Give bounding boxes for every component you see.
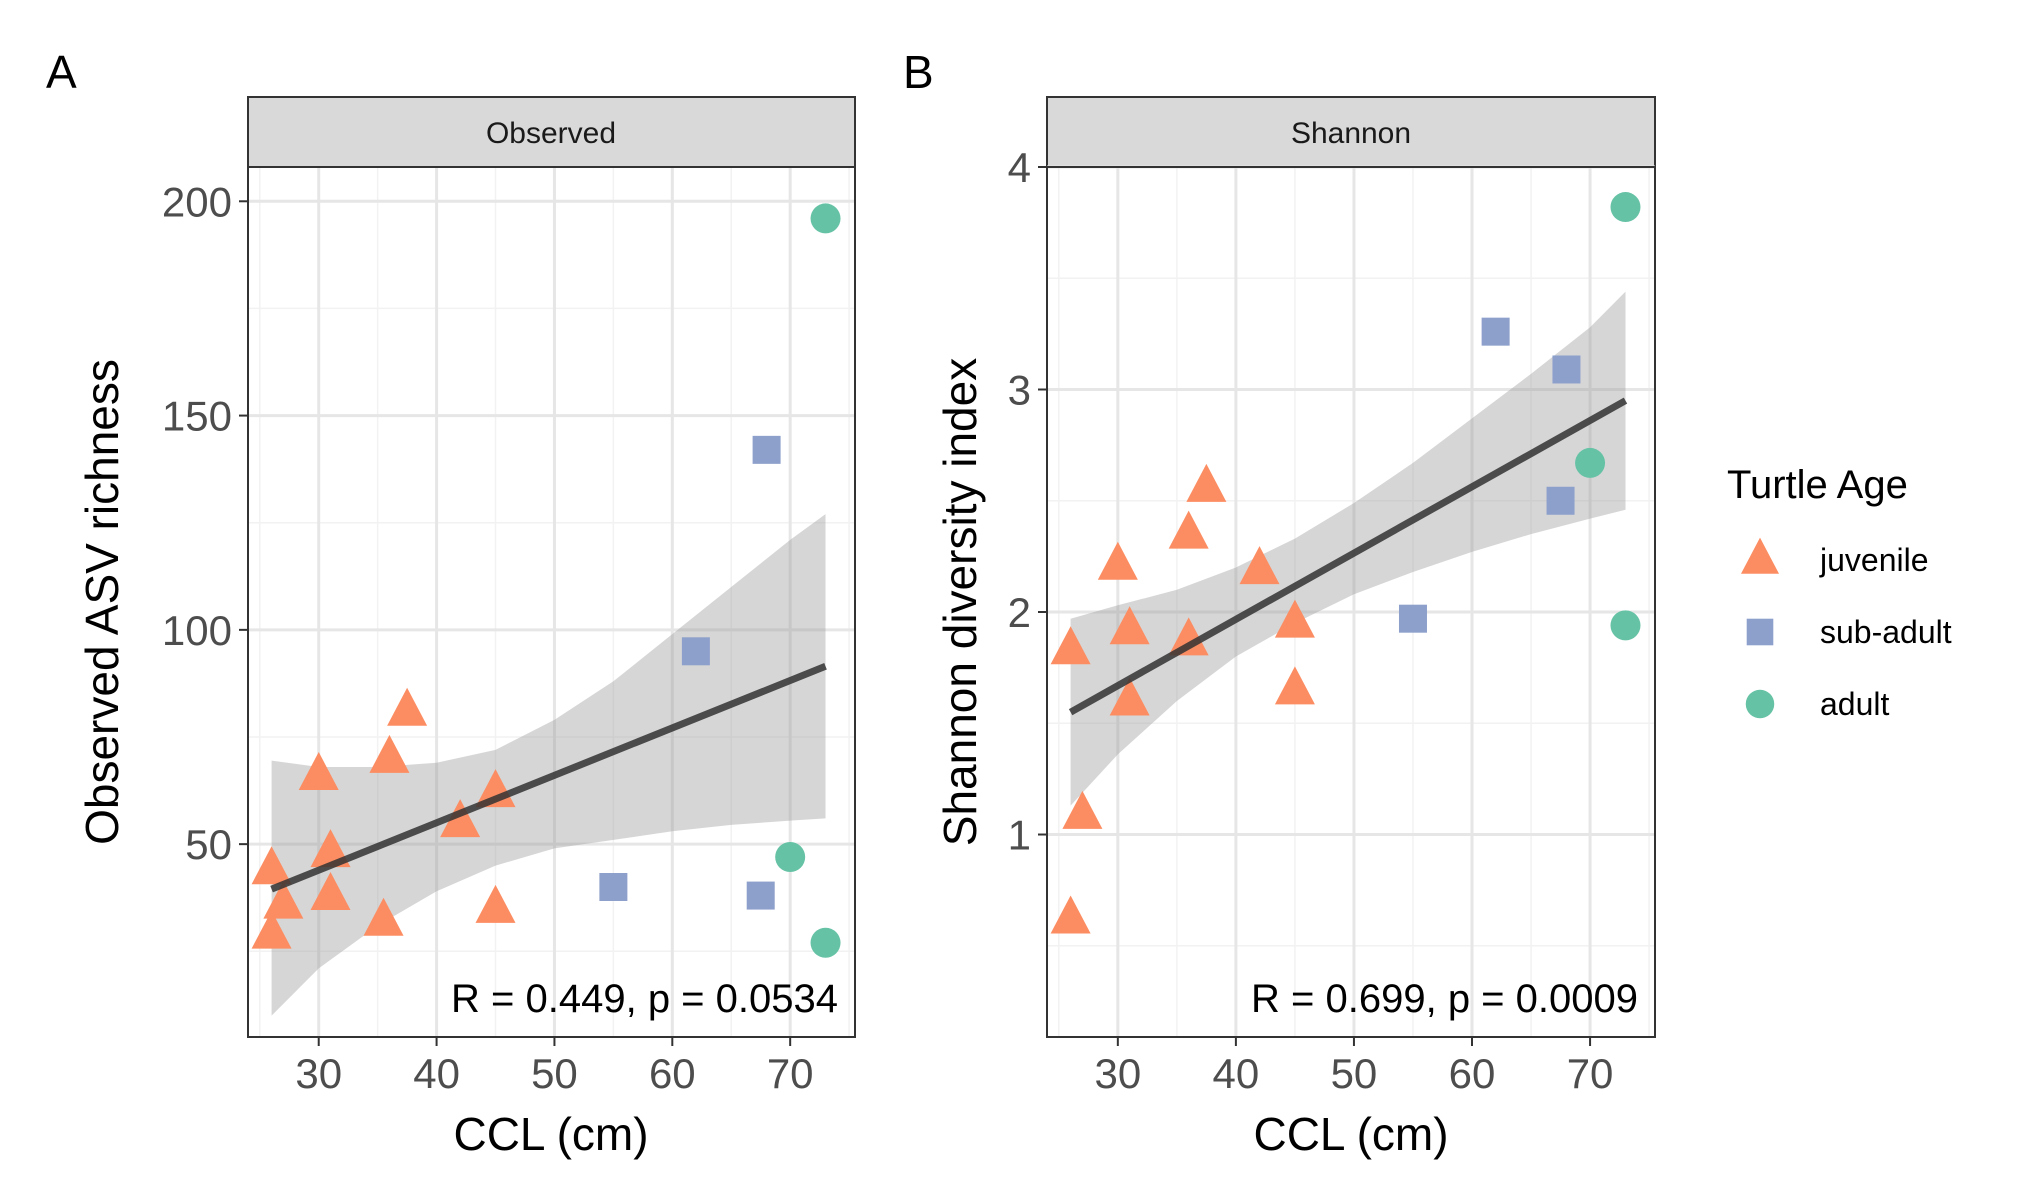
panel-b-point-juvenile <box>1109 606 1150 645</box>
panel-b-point-juvenile <box>1062 790 1103 829</box>
panel-b-x-tick-label: 60 <box>1449 1050 1496 1097</box>
panel-b-point-sub-adult <box>1481 317 1510 346</box>
panel-b-strip-label: Shannon <box>1291 117 1411 150</box>
panel-a-y-axis-title: Observed ASV richness <box>76 359 128 845</box>
panel-a-x-tick-label: 50 <box>531 1050 578 1097</box>
legend-key-juvenile <box>1741 537 1779 574</box>
panel-a-y-tick-label: 50 <box>185 821 232 868</box>
panel-b-point-adult <box>1610 192 1641 223</box>
panel-a-y-tick-label: 100 <box>162 607 232 654</box>
panel-b-letter: B <box>903 46 934 98</box>
legend-label-juvenile: juvenile <box>1819 542 1929 578</box>
legend-key-adult <box>1745 689 1775 719</box>
panel-b-point-juvenile <box>1239 546 1280 585</box>
panel-b-point-juvenile <box>1168 617 1209 656</box>
panel-a-x-tick-label: 70 <box>767 1050 814 1097</box>
panel-b-point-juvenile <box>1274 599 1315 638</box>
panel-b-point-juvenile <box>1097 541 1138 580</box>
panel-b-x-axis-title: CCL (cm) <box>1253 1108 1448 1160</box>
panel-a-x-tick-label: 30 <box>295 1050 342 1097</box>
panel-a-point-adult <box>775 842 806 872</box>
panel-b-confidence-band <box>1070 291 1626 806</box>
panel-b-y-tick-label: 2 <box>1008 589 1031 636</box>
panel-a-point-juvenile <box>251 846 292 885</box>
panel-a-y-tick-label: 200 <box>162 178 232 225</box>
panel-b-x-tick-label: 40 <box>1213 1050 1260 1097</box>
panel-a-strip-label: Observed <box>486 117 616 150</box>
panel-a-stat-annotation: R = 0.449, p = 0.0534 <box>451 977 838 1021</box>
panel-b-point-juvenile <box>1186 463 1227 502</box>
panel-a-point-adult <box>810 203 841 234</box>
panel-a-point-juvenile <box>310 872 351 911</box>
panel-a-point-juvenile <box>475 884 516 923</box>
panel-b-y-tick-label: 1 <box>1008 812 1031 859</box>
panel-a-point-sub-adult <box>746 881 775 910</box>
panel-b: B Shannon 30 40 50 60 70 1 2 3 4 R = 0.699, p =… <box>903 46 1656 1160</box>
panel-a-x-tick-label: 40 <box>413 1050 460 1097</box>
panel-b-y-tick-label: 4 <box>1008 144 1031 191</box>
panel-b-x-tick-label: 30 <box>1094 1050 1141 1097</box>
legend-label-sub-adult: sub-adult <box>1820 614 1952 650</box>
panel-b-point-juvenile <box>1050 895 1091 934</box>
panel-b-x-tick-label: 50 <box>1331 1050 1378 1097</box>
panel-b-y-tick-label: 3 <box>1008 367 1031 414</box>
panel-a-point-sub-adult <box>599 873 628 901</box>
panel-b-fit-line <box>1068 397 1628 716</box>
panel-b-x-tick-label: 70 <box>1567 1050 1614 1097</box>
legend-label-adult: adult <box>1820 686 1890 722</box>
panel-a-point-juvenile <box>369 734 410 773</box>
panel-a-point-adult <box>810 927 841 958</box>
panel-b-plot-border <box>1046 166 1656 1038</box>
panel-b-point-sub-adult <box>1546 486 1575 515</box>
panel-b-stat-annotation: R = 0.699, p = 0.0009 <box>1251 977 1638 1021</box>
panel-b-point-adult <box>1575 447 1606 478</box>
panel-a-x-tick-label: 60 <box>649 1050 696 1097</box>
panel-b-y-axis-title: Shannon diversity index <box>934 358 986 846</box>
panel-a-point-juvenile <box>251 910 292 949</box>
panel-a-y-tick-label: 150 <box>162 393 232 440</box>
legend-key-sub-adult <box>1746 618 1774 646</box>
legend-title: Turtle Age <box>1727 463 1908 507</box>
panel-a-point-juvenile <box>440 799 481 838</box>
panel-a-point-juvenile <box>298 752 339 791</box>
panel-a-x-axis-title: CCL (cm) <box>453 1108 648 1160</box>
panel-a-fit-line <box>270 663 827 893</box>
panel-a: A Observed 30 40 50 60 70 50 100 150 200 R = 0.… <box>46 46 856 1160</box>
panel-b-point-juvenile <box>1109 677 1150 716</box>
panel-b-plot-background <box>1047 167 1655 1037</box>
panel-a-point-sub-adult <box>752 435 781 464</box>
panel-b-point-sub-adult <box>1398 604 1427 633</box>
panel-a-point-juvenile <box>363 897 404 936</box>
panel-a-point-juvenile <box>263 880 304 919</box>
panel-a-letter: A <box>46 46 77 98</box>
panel-a-point-sub-adult <box>681 637 710 666</box>
panel-b-point-adult <box>1610 610 1641 641</box>
panel-a-plot-border <box>247 166 856 1038</box>
panel-b-point-juvenile <box>1274 666 1315 705</box>
panel-b-point-juvenile <box>1168 510 1209 549</box>
panel-b-point-sub-adult <box>1552 355 1581 384</box>
panel-b-strip <box>1046 96 1656 168</box>
panel-a-point-juvenile <box>387 687 428 726</box>
legend: Turtle Age juvenile sub-adult adult <box>1727 463 1952 722</box>
panel-b-point-juvenile <box>1050 626 1091 665</box>
